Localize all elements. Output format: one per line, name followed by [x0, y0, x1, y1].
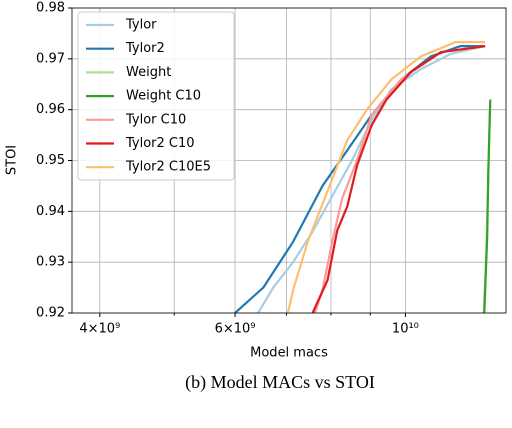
y-tick-label: 0.92 [36, 306, 65, 321]
legend-label: Tylor2 C10 [125, 136, 195, 151]
legend-label: Tylor2 [125, 41, 165, 56]
y-tick-label: 0.96 [36, 102, 65, 117]
y-tick-label: 0.93 [36, 255, 65, 270]
legend-label: Tylor C10 [125, 112, 186, 127]
series-line [234, 45, 486, 313]
legend-label: Tylor2 C10E5 [125, 160, 211, 175]
series-line [311, 45, 486, 313]
y-tick-label: 0.97 [36, 51, 65, 66]
caption: (b) Model MACs vs STOI [185, 372, 375, 393]
y-tick-label: 0.94 [36, 204, 65, 219]
y-tick-label: 0.98 [36, 1, 65, 16]
x-tick-label: 10¹⁰ [392, 322, 419, 337]
legend-label: Weight [126, 65, 171, 80]
legend-label: Weight C10 [126, 89, 201, 104]
legend-label: Tylor [125, 18, 157, 33]
legend-box [77, 11, 235, 181]
x-tick-label: 6×10⁹ [215, 322, 256, 337]
series-line [257, 45, 486, 313]
x-axis-label: Model macs [250, 346, 328, 361]
series-line [483, 99, 492, 313]
plot [234, 41, 492, 313]
y-tick-label: 0.95 [36, 153, 65, 168]
plot-frame [71, 7, 507, 314]
x-tick-label: 4×10⁹ [79, 322, 120, 337]
series-line [286, 41, 486, 313]
y-axis-label: STOI [5, 145, 20, 175]
